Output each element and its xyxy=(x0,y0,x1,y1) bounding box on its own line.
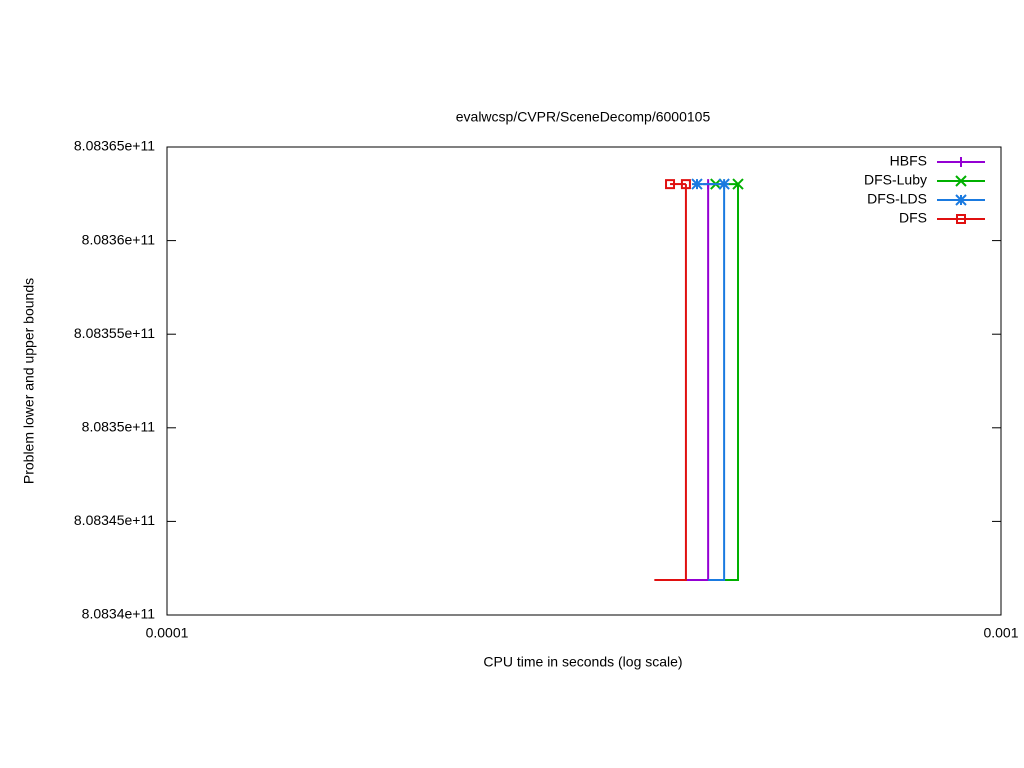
marker xyxy=(691,178,703,190)
y-tick-label: 8.08345e+11 xyxy=(74,512,155,528)
marker xyxy=(665,179,676,190)
legend-marker xyxy=(956,157,966,167)
x-tick-label: 0.001 xyxy=(983,625,1018,641)
x-axis-label: CPU time in seconds (log scale) xyxy=(483,654,682,670)
chart-title: evalwcsp/CVPR/SceneDecomp/6000105 xyxy=(456,109,711,125)
lower-bound-line xyxy=(708,184,726,581)
y-axis-label: Problem lower and upper bounds xyxy=(21,278,37,484)
legend-label: DFS-Luby xyxy=(864,172,927,188)
y-tick-label: 8.0834e+11 xyxy=(82,606,156,622)
legend-marker xyxy=(955,175,967,187)
legend-label: DFS-LDS xyxy=(867,191,927,207)
marker xyxy=(680,179,691,190)
legend-label: DFS xyxy=(899,210,927,226)
lower-bound-line xyxy=(654,184,687,581)
legend-marker xyxy=(955,194,967,206)
x-tick-label: 0.0001 xyxy=(146,625,189,641)
legend-marker xyxy=(956,214,966,224)
y-tick-label: 8.08355e+11 xyxy=(74,325,155,341)
plot-border xyxy=(166,146,1002,616)
marker xyxy=(718,178,730,190)
lower-bound-line xyxy=(724,184,740,581)
marker xyxy=(732,178,744,190)
y-tick-label: 8.0835e+11 xyxy=(82,419,156,435)
y-tick-label: 8.08365e+11 xyxy=(74,138,155,154)
legend-label: HBFS xyxy=(890,153,927,169)
y-tick-label: 8.0836e+11 xyxy=(82,231,156,247)
